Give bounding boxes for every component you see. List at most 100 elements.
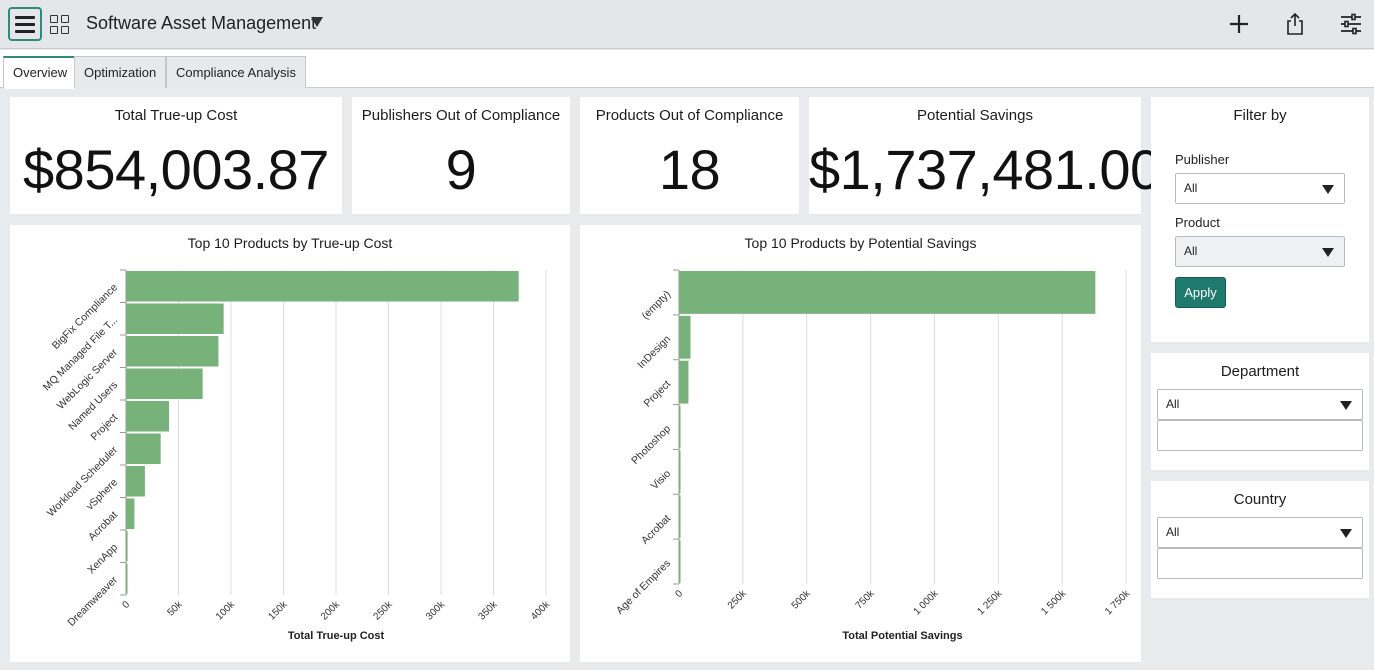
country-select-value: All <box>1166 525 1180 539</box>
x-tick-label: 300k <box>424 599 448 623</box>
bar[interactable] <box>126 466 145 497</box>
category-label: Age of Empires <box>614 557 673 616</box>
bar[interactable] <box>679 271 1096 314</box>
category-label: Visio <box>649 468 674 493</box>
x-tick-label: 1 750k <box>1103 588 1133 618</box>
product-select[interactable]: All <box>1175 236 1345 267</box>
kpi-value[interactable]: $854,003.87 <box>23 138 329 201</box>
department-select[interactable]: All <box>1157 389 1363 420</box>
tab-compliance-analysis[interactable]: Compliance Analysis <box>166 56 306 88</box>
category-label: Acrobat <box>639 513 673 547</box>
chevron-down-icon <box>1340 529 1352 538</box>
bar[interactable] <box>126 368 203 400</box>
department-title: Department <box>1220 363 1300 380</box>
x-tick-label: 200k <box>319 599 343 623</box>
category-label: Project <box>89 411 121 443</box>
x-tick-label: 100k <box>214 599 238 623</box>
bar[interactable] <box>679 450 681 494</box>
x-tick-label: 150k <box>267 599 291 623</box>
category-label: Project <box>642 378 674 410</box>
category-label: XenApp <box>85 541 120 576</box>
bar[interactable] <box>679 495 681 539</box>
category-label: InDesign <box>635 333 673 371</box>
x-tick-label: 1 000k <box>912 588 942 618</box>
x-tick-label: 0 <box>120 599 132 611</box>
x-tick-label: 1 500k <box>1039 588 1069 618</box>
kpi-title: Total True-up Cost <box>114 107 238 124</box>
publisher-select-value: All <box>1184 181 1198 195</box>
department-search-input[interactable] <box>1157 420 1363 451</box>
chevron-down-icon <box>1322 185 1334 194</box>
bar[interactable] <box>126 498 135 530</box>
filter-title: Filter by <box>1233 107 1287 124</box>
share-icon[interactable] <box>1283 12 1307 36</box>
product-label: Product <box>1175 215 1220 230</box>
bar[interactable] <box>679 405 681 449</box>
country-filter: Country All <box>1151 481 1369 598</box>
bar[interactable] <box>126 271 519 302</box>
bar[interactable] <box>126 563 128 595</box>
category-label: (empty) <box>639 288 673 322</box>
top-bar: Software Asset Management <box>0 0 1374 49</box>
department-filter: Department All <box>1151 353 1369 470</box>
x-tick-label: 400k <box>529 599 553 623</box>
menu-icon[interactable] <box>8 7 42 41</box>
x-tick-label: 750k <box>854 588 878 612</box>
bar[interactable] <box>679 540 681 583</box>
department-select-value: All <box>1166 397 1180 411</box>
page-title[interactable]: Software Asset Management <box>86 13 317 33</box>
bar[interactable] <box>126 531 128 562</box>
chart-card-true-up-cost: Top 10 Products by True-up Cost BigFix C… <box>10 225 570 662</box>
bar[interactable] <box>679 360 689 404</box>
kpi-card-potential-savings: Potential Savings $1,737,481.00 <box>809 97 1161 214</box>
bar[interactable] <box>126 303 224 335</box>
kpi-card-true-up-cost: Total True-up Cost $854,003.87 <box>10 97 342 214</box>
kpi-title: Products Out of Compliance <box>595 107 784 124</box>
x-tick-label: 0 <box>673 588 685 600</box>
filter-panel: Filter by Publisher All Product All Appl… <box>1151 97 1369 342</box>
grid-icon[interactable] <box>50 15 70 35</box>
category-label: Dreamweaver <box>65 574 120 629</box>
x-tick-label: 250k <box>372 599 396 623</box>
kpi-value[interactable]: $1,737,481.00 <box>809 138 1161 201</box>
product-select-value: All <box>1184 244 1198 258</box>
x-tick-label: 1 250k <box>975 588 1005 618</box>
kpi-value[interactable]: 9 <box>445 138 477 201</box>
x-tick-label: 50k <box>165 599 185 619</box>
publisher-label: Publisher <box>1175 152 1230 167</box>
bar[interactable] <box>126 433 161 465</box>
plus-icon[interactable] <box>1227 12 1251 36</box>
bar[interactable] <box>126 401 170 432</box>
publisher-select[interactable]: All <box>1175 173 1345 204</box>
country-select[interactable]: All <box>1157 517 1363 548</box>
kpi-title: Potential Savings <box>917 107 1033 124</box>
kpi-card-products-out: Products Out of Compliance 18 <box>580 97 799 214</box>
chart-title: Top 10 Products by Potential Savings <box>744 235 977 251</box>
x-axis-label: Total Potential Savings <box>842 630 962 642</box>
kpi-title: Publishers Out of Compliance <box>361 107 561 124</box>
kpi-value[interactable]: 18 <box>658 138 721 201</box>
tab-bar: Overview Optimization Compliance Analysi… <box>0 50 1374 89</box>
apply-button[interactable]: Apply <box>1175 277 1226 308</box>
chevron-down-icon <box>1322 248 1334 257</box>
chart-title: Top 10 Products by True-up Cost <box>187 235 393 251</box>
sliders-icon[interactable] <box>1339 12 1363 36</box>
bar[interactable] <box>126 336 219 367</box>
x-tick-label: 500k <box>790 588 814 612</box>
tab-optimization[interactable]: Optimization <box>74 56 167 88</box>
x-tick-label: 250k <box>726 588 750 612</box>
chart-card-potential-savings: Top 10 Products by Potential Savings (em… <box>580 225 1141 662</box>
x-axis-label: Total True-up Cost <box>288 630 385 642</box>
kpi-card-publishers-out: Publishers Out of Compliance 9 <box>352 97 570 214</box>
country-title: Country <box>1233 491 1287 508</box>
category-label: Acrobat <box>86 509 120 543</box>
tab-overview[interactable]: Overview <box>3 56 78 89</box>
country-search-input[interactable] <box>1157 548 1363 579</box>
bar[interactable] <box>679 315 691 359</box>
chevron-down-icon <box>1340 401 1352 410</box>
category-label: Photoshop <box>629 423 673 467</box>
x-tick-label: 350k <box>477 599 501 623</box>
chevron-down-icon[interactable] <box>311 17 323 27</box>
